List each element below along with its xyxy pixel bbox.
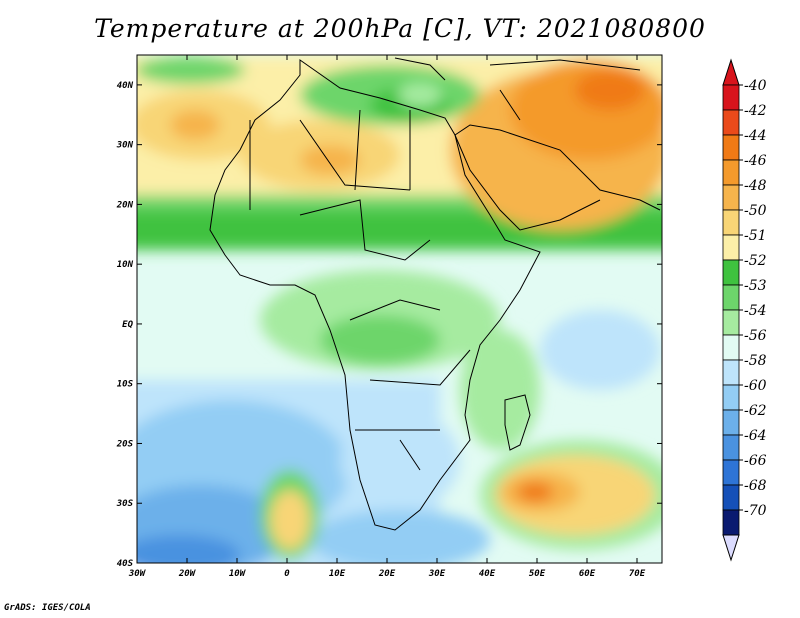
colorbar-label: -58 xyxy=(744,353,767,369)
x-tick-label: 20W xyxy=(178,569,197,579)
x-tick-label: 40E xyxy=(479,569,496,579)
colorbar-label: -44 xyxy=(744,128,767,144)
y-tick-label: 30S xyxy=(116,499,134,509)
colorbar-under-arrow xyxy=(722,534,740,562)
colorbar-label: -66 xyxy=(744,453,767,469)
colorbar-swatch xyxy=(722,434,740,461)
colorbar-swatch xyxy=(722,184,740,211)
colorbar-swatch xyxy=(722,384,740,411)
colorbar-label: -56 xyxy=(744,328,767,344)
grads-credit: GrADS: IGES/COLA xyxy=(4,603,91,613)
colorbar-swatch xyxy=(722,134,740,161)
colorbar-swatch xyxy=(722,484,740,511)
colorbar-label: -46 xyxy=(744,153,767,169)
colorbar-swatch xyxy=(722,109,740,136)
x-tick-label: 0 xyxy=(284,569,290,579)
colorbar-label: -54 xyxy=(744,303,767,319)
colorbar-label: -68 xyxy=(744,478,767,494)
colorbar-swatch xyxy=(722,459,740,486)
colorbar-swatch xyxy=(722,359,740,386)
colorbar-swatch xyxy=(722,234,740,261)
colorbar-swatch xyxy=(722,259,740,286)
map-axes: 30W 20W 10W 0 10E 20E 30E 40E 50E 60E 70E 40N 30N 20N… xyxy=(116,55,662,579)
x-tick-label: 30E xyxy=(428,569,446,579)
colorbar-swatch xyxy=(722,284,740,311)
y-tick-label: 10N xyxy=(117,260,134,270)
colorbar-swatch xyxy=(722,209,740,236)
colorbar-label: -50 xyxy=(744,203,767,219)
x-tick-label: 20E xyxy=(378,569,396,579)
y-tick-label: 20N xyxy=(116,200,134,210)
map-title: Temperature at 200hPa [C], VT: 202108080… xyxy=(94,14,706,43)
colorbar-label: -60 xyxy=(744,378,767,394)
x-tick-label: 70E xyxy=(629,569,646,579)
colorbar-label: -40 xyxy=(744,78,767,94)
temperature-field xyxy=(137,55,662,563)
colorbar-label: -48 xyxy=(744,178,767,194)
x-tick-label: 60E xyxy=(579,569,596,579)
coastlines xyxy=(209,57,661,531)
x-tick-label: 50E xyxy=(529,569,546,579)
colorbar-label: -52 xyxy=(744,253,767,269)
map-frame xyxy=(136,54,663,564)
colorbar-swatch xyxy=(722,509,740,536)
colorbar-swatch xyxy=(722,159,740,186)
colorbar-swatch xyxy=(722,409,740,436)
y-tick-label: 40S xyxy=(117,559,134,569)
colorbar-over-arrow xyxy=(722,58,740,86)
colorbar: -40 -42 -44 -46 -48 -50 -51 -52 -53 -54 -56 -58 -60 -… xyxy=(722,58,767,562)
colorbar-swatch xyxy=(722,309,740,336)
colorbar-label: -62 xyxy=(744,403,767,419)
y-tick-label: 40N xyxy=(117,81,134,91)
colorbar-label: -42 xyxy=(744,103,767,119)
y-tick-label: EQ xyxy=(122,320,133,330)
y-tick-label: 30N xyxy=(116,141,134,151)
colorbar-label: -51 xyxy=(744,228,767,244)
x-tick-label: 10E xyxy=(329,569,346,579)
colorbar-label: -64 xyxy=(744,428,767,444)
x-tick-label: 30W xyxy=(128,569,147,579)
colorbar-swatch xyxy=(722,334,740,361)
colorbar-swatch xyxy=(722,84,740,111)
y-tick-label: 20S xyxy=(116,439,134,449)
x-tick-label: 10W xyxy=(229,569,247,579)
colorbar-label: -53 xyxy=(744,278,767,294)
colorbar-label: -70 xyxy=(744,503,767,519)
y-tick-label: 10S xyxy=(117,380,134,390)
